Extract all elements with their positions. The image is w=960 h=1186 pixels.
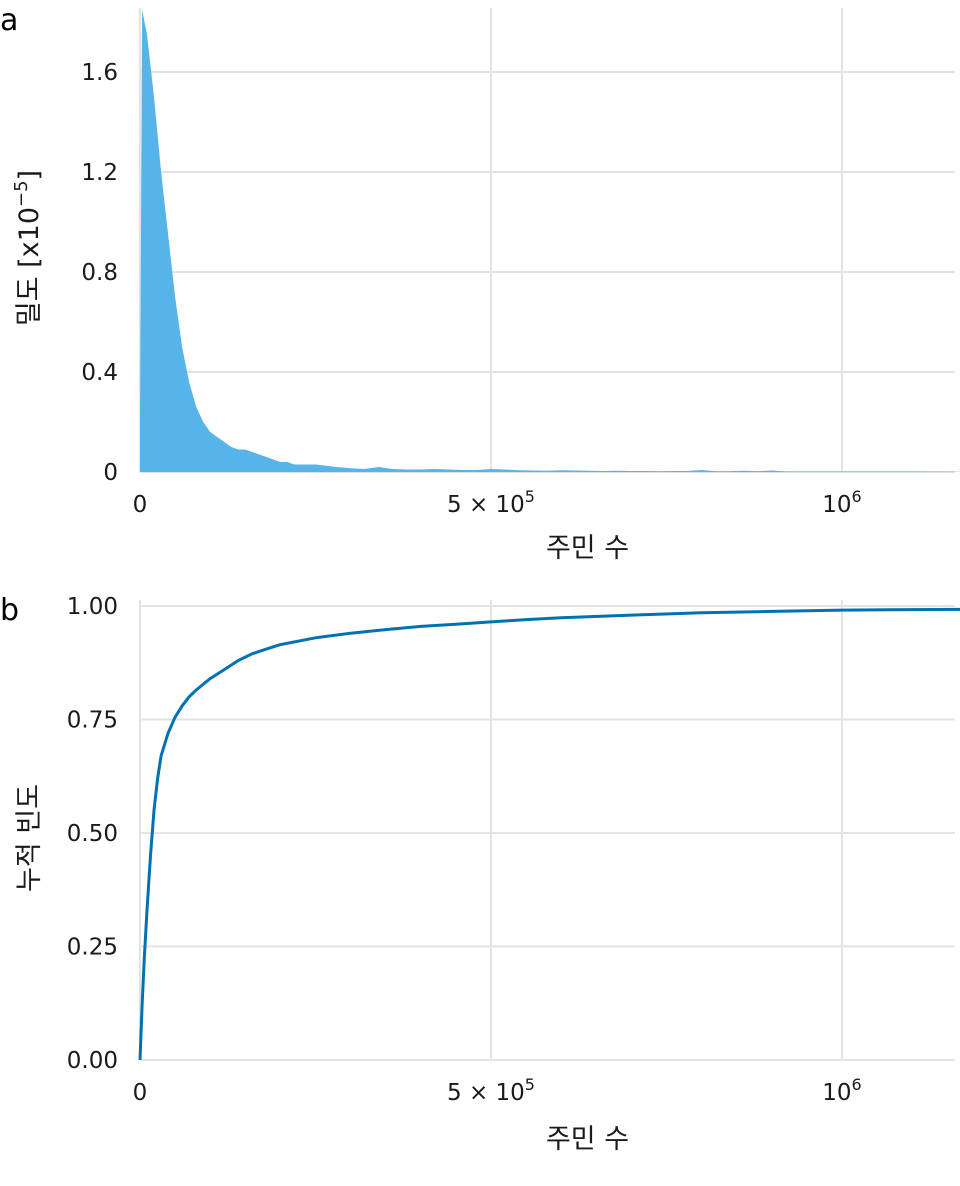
- x-axis-title: 주민 수: [546, 1124, 629, 1155]
- x-tick-label: 5 × 105: [447, 487, 535, 518]
- y-axis-title: 누적 빈도: [14, 784, 45, 892]
- y-tick-label: 1.2: [81, 160, 118, 186]
- chart-panel-a: 00.40.81.21.605 × 1051061.5 × 1062 × 106…: [0, 3, 960, 564]
- density-area: [140, 9, 960, 472]
- x-tick-label: 0: [133, 1080, 148, 1106]
- x-axis-title: 주민 수: [546, 533, 629, 564]
- y-tick-label: 0.25: [67, 935, 118, 961]
- y-tick-label: 0.00: [67, 1048, 118, 1074]
- x-tick-label: 106: [822, 487, 861, 518]
- x-tick-label: 106: [822, 1075, 861, 1106]
- y-tick-label: 0: [103, 460, 118, 486]
- cumulative-line: [138, 607, 960, 1061]
- panel-label: b: [0, 593, 19, 628]
- y-tick-label: 0.4: [81, 360, 118, 386]
- y-tick-label: 0.75: [67, 708, 118, 734]
- y-axis-title: 밀도 [x10−5]: [11, 170, 45, 326]
- y-tick-label: 0.8: [81, 260, 118, 286]
- y-tick-label: 1.00: [67, 594, 118, 620]
- panel-label: a: [0, 3, 18, 38]
- y-tick-label: 1.6: [81, 60, 118, 86]
- y-tick-label: 0.50: [67, 821, 118, 847]
- x-tick-label: 5 × 105: [447, 1075, 535, 1106]
- x-tick-label: 0: [133, 492, 148, 518]
